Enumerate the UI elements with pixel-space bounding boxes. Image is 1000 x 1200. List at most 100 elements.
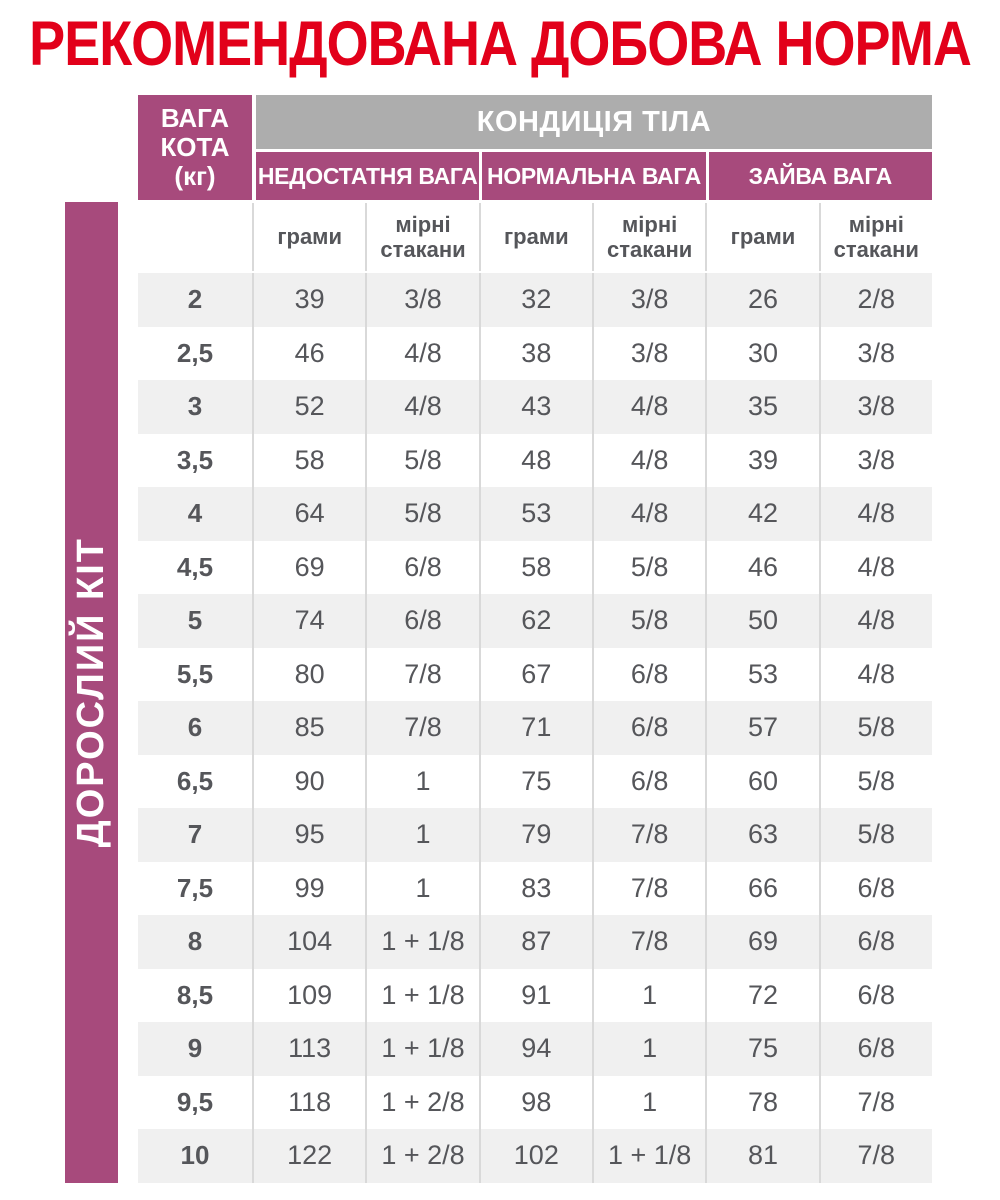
table-row: 5 74 6/8 62 5/8 50 4/8 — [138, 594, 932, 648]
value-cell: 75 — [705, 1022, 818, 1076]
value-cell: 62 — [478, 594, 592, 648]
weight-cell: 2 — [187, 284, 203, 315]
value-cell: 1 — [365, 754, 478, 808]
value-cell: 1 — [591, 1075, 705, 1129]
value-cell: 98 — [478, 1075, 592, 1129]
value-cell: 6/8 — [365, 594, 478, 648]
page-title: РЕКОМЕНДОВАНА ДОБОВА НОРМА — [29, 9, 972, 79]
weight-cell: 4,5 — [176, 551, 214, 582]
value-cell: 78 — [705, 1075, 818, 1129]
table-row: 3 52 4/8 43 4/8 35 3/8 — [138, 380, 932, 434]
value-cell: 113 — [252, 1022, 365, 1076]
value-cell: 69 — [252, 540, 365, 594]
value-cell: 7/8 — [591, 808, 705, 862]
value-cell: 4/8 — [365, 326, 478, 380]
value-cell: 35 — [705, 380, 818, 434]
table-row: 2,5 46 4/8 38 3/8 30 3/8 — [138, 326, 932, 380]
value-cell: 46 — [705, 540, 818, 594]
weight-cell: 4 — [187, 498, 203, 529]
section-header-overweight: ЗАЙВА ВАГА — [708, 152, 932, 200]
value-cell: 95 — [252, 808, 365, 862]
value-cell: 5/8 — [818, 701, 932, 755]
weight-cell: 10 — [180, 1140, 210, 1171]
value-cell: 67 — [478, 647, 592, 701]
value-cell: 5/8 — [591, 540, 705, 594]
value-cell: 90 — [252, 754, 365, 808]
value-cell: 52 — [252, 380, 365, 434]
unit-header-grams-3: грами — [705, 203, 818, 271]
value-cell: 5/8 — [591, 594, 705, 648]
adult-cat-side-banner: ДОРОСЛИЙ КІТ — [65, 202, 118, 1183]
weight-cell: 5 — [187, 605, 203, 636]
value-cell: 80 — [252, 647, 365, 701]
weight-cell: 7 — [187, 819, 203, 850]
value-cell: 7/8 — [365, 647, 478, 701]
value-cell: 5/8 — [365, 433, 478, 487]
value-cell: 63 — [705, 808, 818, 862]
weight-header-line-1: ВАГА — [160, 102, 230, 133]
unit-header-cups-2: мірні стакани — [591, 203, 705, 271]
value-cell: 122 — [252, 1129, 365, 1183]
section-header-underweight: НЕДОСТАТНЯ ВАГА — [256, 152, 480, 200]
value-cell: 1 + 1/8 — [365, 1022, 478, 1076]
value-cell: 1 + 2/8 — [365, 1129, 478, 1183]
value-cell: 32 — [478, 273, 592, 327]
value-cell: 118 — [252, 1075, 365, 1129]
value-cell: 66 — [705, 861, 818, 915]
feeding-guide-table: ВАГА КОТА (кг) КОНДИЦІЯ ТІЛА НЕДОСТАТНЯ … — [138, 95, 932, 1185]
value-cell: 30 — [705, 326, 818, 380]
value-cell: 6/8 — [818, 1022, 932, 1076]
value-cell: 4/8 — [818, 594, 932, 648]
table-row: 7 95 1 79 7/8 63 5/8 — [138, 808, 932, 862]
value-cell: 3/8 — [818, 326, 932, 380]
value-cell: 1 — [591, 968, 705, 1022]
value-cell: 79 — [478, 808, 592, 862]
value-cell: 87 — [478, 915, 592, 969]
value-cell: 91 — [478, 968, 592, 1022]
table-row: 8,5 109 1 + 1/8 91 1 72 6/8 — [138, 968, 932, 1022]
weight-column-header: ВАГА КОТА (кг) — [138, 95, 252, 200]
value-cell: 3/8 — [591, 326, 705, 380]
value-cell: 50 — [705, 594, 818, 648]
value-cell: 7/8 — [365, 701, 478, 755]
value-cell: 83 — [478, 861, 592, 915]
value-cell: 3/8 — [818, 380, 932, 434]
value-cell: 7/8 — [818, 1075, 932, 1129]
weight-cell: 2,5 — [176, 337, 214, 368]
value-cell: 64 — [252, 487, 365, 541]
value-cell: 6/8 — [591, 754, 705, 808]
value-cell: 39 — [705, 433, 818, 487]
value-cell: 3/8 — [818, 433, 932, 487]
value-cell: 6/8 — [365, 540, 478, 594]
value-cell: 6/8 — [591, 701, 705, 755]
value-cell: 1 — [365, 861, 478, 915]
value-cell: 75 — [478, 754, 592, 808]
value-cell: 1 + 1/8 — [591, 1129, 705, 1183]
value-cell: 46 — [252, 326, 365, 380]
weight-cell: 7,5 — [176, 872, 214, 903]
value-cell: 85 — [252, 701, 365, 755]
section-header-normal-weight: НОРМАЛЬНА ВАГА — [482, 152, 706, 200]
value-cell: 4/8 — [591, 487, 705, 541]
value-cell: 42 — [705, 487, 818, 541]
weight-cell: 6 — [187, 712, 203, 743]
unit-header-row: грами мірні стакани грами мірні стакани … — [138, 203, 932, 271]
value-cell: 7/8 — [818, 1129, 932, 1183]
value-cell: 4/8 — [591, 380, 705, 434]
table-row: 6 85 7/8 71 6/8 57 5/8 — [138, 701, 932, 755]
value-cell: 2/8 — [818, 273, 932, 327]
weight-cell: 8,5 — [176, 979, 214, 1010]
value-cell: 26 — [705, 273, 818, 327]
unit-header-grams-1: грами — [252, 203, 365, 271]
value-cell: 7/8 — [591, 915, 705, 969]
weight-cell: 3,5 — [176, 444, 214, 475]
table-row: 7,5 99 1 83 7/8 66 6/8 — [138, 861, 932, 915]
value-cell: 102 — [478, 1129, 592, 1183]
table-row: 6,5 90 1 75 6/8 60 5/8 — [138, 754, 932, 808]
weight-cell: 9 — [187, 1033, 203, 1064]
value-cell: 6/8 — [591, 647, 705, 701]
value-cell: 43 — [478, 380, 592, 434]
value-cell: 5/8 — [818, 808, 932, 862]
body-condition-header: КОНДИЦІЯ ТІЛА — [256, 95, 932, 149]
